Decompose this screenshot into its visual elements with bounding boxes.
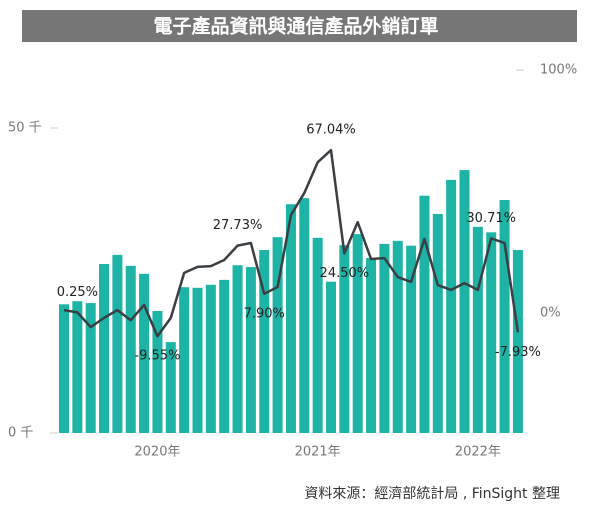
bar xyxy=(179,287,190,433)
bar xyxy=(432,214,443,433)
bar xyxy=(379,243,390,433)
bar xyxy=(99,264,110,433)
bar xyxy=(326,281,336,433)
bar xyxy=(419,195,430,433)
y-tick-label: 0 千 xyxy=(8,426,33,441)
line xyxy=(63,148,520,338)
bar xyxy=(392,240,403,433)
bar xyxy=(486,232,497,433)
bar xyxy=(299,198,310,433)
bar xyxy=(165,342,176,433)
bar xyxy=(285,204,296,433)
data-label: 24.50% xyxy=(320,266,370,281)
bar xyxy=(312,237,323,433)
bar xyxy=(339,245,350,433)
bar xyxy=(139,273,150,433)
bar xyxy=(366,257,377,433)
bar xyxy=(85,303,96,433)
y-tick-label: 50 千 xyxy=(8,121,42,136)
bar xyxy=(59,304,69,433)
bar xyxy=(259,250,270,433)
bar xyxy=(219,279,230,433)
data-label: 7.90% xyxy=(244,306,285,321)
bar xyxy=(245,267,256,433)
bar xyxy=(192,287,203,433)
bar xyxy=(125,265,136,433)
bar xyxy=(152,311,163,433)
bar xyxy=(272,237,283,433)
x-tick-label: 2021年 xyxy=(295,445,341,460)
data-label: 27.73% xyxy=(213,218,263,233)
footnote: 資料來源：經濟部統計局 , FinSight 整理 xyxy=(304,486,560,502)
data-label: 0.25% xyxy=(57,285,98,300)
bar xyxy=(459,170,470,433)
bar xyxy=(499,199,510,433)
bar xyxy=(112,254,123,433)
y2-tick-label: 100% xyxy=(540,63,577,78)
data-label: 30.71% xyxy=(466,211,516,226)
bar xyxy=(512,250,523,433)
bar xyxy=(232,265,243,433)
data-label: -7.93% xyxy=(495,345,541,360)
data-label: 67.04% xyxy=(306,123,356,138)
title-bar xyxy=(22,10,577,42)
bar xyxy=(205,284,216,433)
bar xyxy=(446,179,457,433)
y2-tick-label: 0% xyxy=(540,306,561,321)
chart-title: 電子產品資訊與通信產品外銷訂單 xyxy=(153,15,438,38)
x-tick-label: 2022年 xyxy=(455,445,501,460)
bar xyxy=(352,234,363,433)
bar xyxy=(472,226,483,433)
data-label: -9.55% xyxy=(134,349,180,364)
bar xyxy=(72,301,83,433)
x-tick-label: 2020年 xyxy=(134,445,180,460)
bar xyxy=(406,245,417,433)
